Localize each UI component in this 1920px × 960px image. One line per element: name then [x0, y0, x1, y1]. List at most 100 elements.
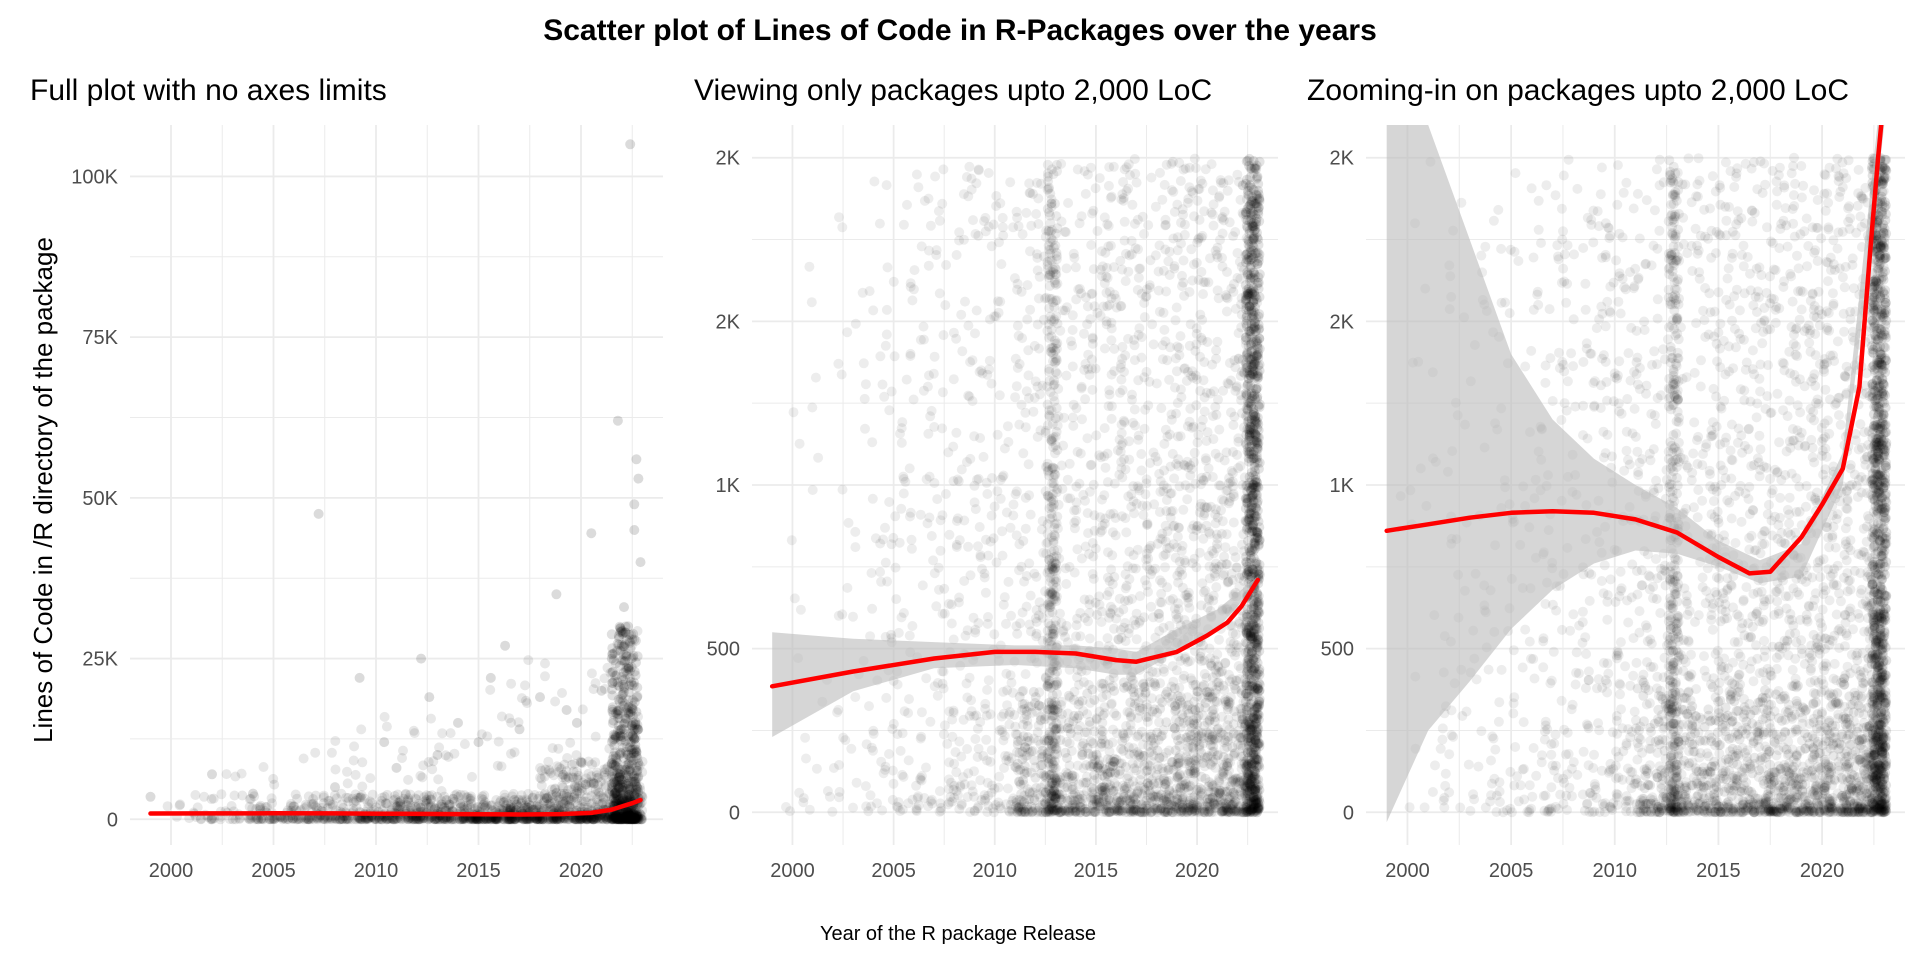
scatter-point	[1107, 550, 1118, 561]
scatter-point	[1199, 807, 1210, 818]
scatter-point	[613, 783, 624, 794]
scatter-point	[632, 810, 643, 821]
scatter-point	[361, 813, 372, 824]
scatter-point	[1047, 758, 1058, 769]
scatter-point	[1020, 422, 1031, 433]
scatter-point	[865, 631, 876, 642]
scatter-point	[356, 790, 367, 801]
scatter-point	[1160, 807, 1170, 818]
scatter-point	[995, 803, 1006, 814]
scatter-point	[629, 813, 639, 824]
scatter-point	[1249, 233, 1260, 244]
scatter-point	[1136, 449, 1147, 459]
scatter-point	[606, 771, 617, 782]
scatter-point	[601, 813, 612, 824]
scatter-point	[1116, 194, 1127, 205]
scatter-point	[626, 813, 637, 824]
scatter-point	[1081, 760, 1092, 770]
scatter-point	[1129, 334, 1139, 345]
scatter-point	[623, 770, 634, 781]
scatter-point	[1231, 381, 1242, 392]
scatter-point	[905, 348, 916, 359]
scatter-point	[1170, 353, 1181, 364]
scatter-point	[1146, 729, 1157, 740]
scatter-point	[607, 769, 618, 780]
scatter-point	[329, 790, 340, 801]
scatter-point	[1236, 570, 1247, 581]
scatter-point	[1099, 212, 1110, 223]
scatter-point	[447, 793, 458, 804]
scatter-point	[551, 814, 562, 825]
scatter-point	[1063, 198, 1074, 208]
scatter-point	[622, 742, 633, 752]
scatter-point	[1151, 802, 1162, 812]
scatter-point	[601, 814, 612, 825]
scatter-point	[1201, 455, 1212, 466]
scatter-point	[915, 774, 926, 785]
scatter-point	[576, 813, 587, 824]
scatter-point	[557, 769, 568, 780]
scatter-point	[626, 640, 637, 651]
scatter-point	[991, 201, 1002, 211]
scatter-point	[1169, 261, 1180, 272]
scatter-point	[1036, 714, 1046, 725]
scatter-point	[878, 768, 889, 779]
scatter-point	[843, 517, 854, 528]
scatter-point	[623, 708, 634, 719]
scatter-point	[633, 787, 643, 797]
scatter-point	[1123, 266, 1134, 277]
scatter-point	[436, 799, 446, 810]
scatter-point	[592, 770, 602, 781]
scatter-point	[1157, 577, 1167, 588]
scatter-point	[1094, 450, 1105, 461]
scatter-point	[342, 778, 353, 789]
scatter-point	[925, 411, 936, 422]
scatter-point	[1149, 499, 1160, 510]
scatter-point	[1188, 802, 1198, 813]
scatter-point	[1229, 680, 1240, 691]
scatter-point	[1221, 802, 1232, 813]
scatter-point	[571, 788, 582, 799]
scatter-point	[310, 747, 321, 758]
scatter-point	[582, 802, 593, 813]
scatter-point	[1118, 780, 1128, 791]
scatter-point	[1046, 807, 1056, 818]
scatter-point	[1143, 781, 1154, 792]
scatter-point	[1075, 448, 1086, 459]
scatter-point	[1009, 273, 1020, 284]
scatter-point	[1094, 797, 1105, 808]
scatter-point	[1185, 470, 1196, 481]
scatter-point	[1064, 561, 1075, 572]
scatter-point	[588, 778, 599, 789]
scatter-point	[1014, 777, 1025, 787]
scatter-point	[1146, 807, 1156, 818]
scatter-point	[1165, 461, 1176, 472]
scatter-point	[628, 814, 639, 825]
scatter-point	[558, 769, 569, 780]
scatter-point	[1139, 612, 1150, 623]
scatter-point	[1190, 163, 1201, 173]
scatter-point	[1121, 162, 1132, 173]
scatter-point	[624, 636, 635, 647]
scatter-point	[506, 717, 517, 728]
scatter-point	[1145, 540, 1156, 551]
scatter-point	[575, 756, 586, 767]
scatter-point	[1133, 785, 1144, 796]
scatter-point	[615, 781, 626, 792]
scatter-point	[551, 814, 562, 825]
scatter-point	[1244, 804, 1255, 815]
scatter-point	[1231, 684, 1242, 695]
scatter-point	[1087, 288, 1098, 299]
scatter-point	[1069, 517, 1080, 528]
scatter-point	[613, 768, 624, 779]
scatter-point	[1007, 687, 1018, 698]
scatter-point	[1123, 807, 1134, 818]
scatter-point	[1232, 272, 1243, 283]
scatter-point	[1121, 186, 1132, 196]
scatter-point	[610, 788, 621, 798]
scatter-point	[519, 814, 530, 825]
scatter-point	[522, 698, 533, 709]
scatter-point	[1076, 383, 1087, 394]
scatter-point	[448, 814, 459, 825]
scatter-point	[616, 774, 627, 785]
